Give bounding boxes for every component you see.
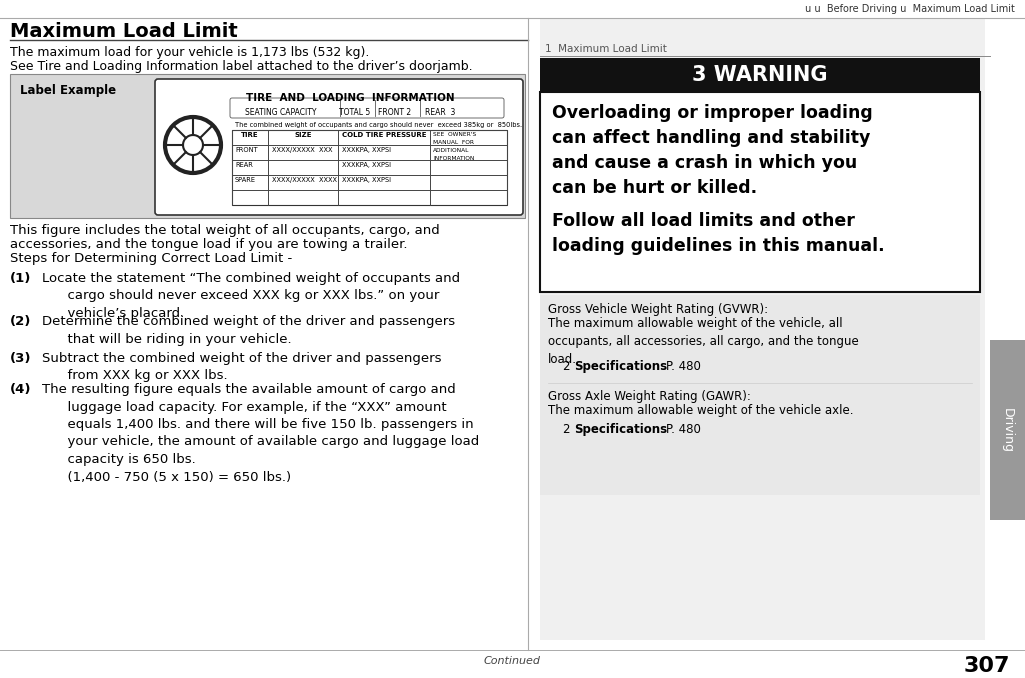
Text: SIZE: SIZE <box>294 132 312 138</box>
Text: (1): (1) <box>10 272 32 285</box>
Text: SEATING CAPACITY: SEATING CAPACITY <box>245 108 317 117</box>
Text: 1  Maximum Load Limit: 1 Maximum Load Limit <box>545 44 667 54</box>
Text: 307: 307 <box>964 656 1010 676</box>
Text: P. 480: P. 480 <box>666 423 701 436</box>
FancyBboxPatch shape <box>230 98 504 118</box>
Text: Specifications: Specifications <box>574 360 667 373</box>
Text: FRONT 2: FRONT 2 <box>378 108 412 117</box>
Bar <box>540 92 980 292</box>
Text: Driving: Driving <box>1000 407 1014 452</box>
FancyBboxPatch shape <box>155 79 523 215</box>
Text: REAR  3: REAR 3 <box>424 108 455 117</box>
Text: SEE  OWNER'S: SEE OWNER'S <box>433 132 477 137</box>
Text: 2: 2 <box>562 360 570 373</box>
Text: Locate the statement “The combined weight of occupants and
      cargo should ne: Locate the statement “The combined weigh… <box>42 272 460 320</box>
Text: TOTAL 5: TOTAL 5 <box>339 108 371 117</box>
Text: XXXKPA, XXPSI: XXXKPA, XXPSI <box>342 177 391 183</box>
Text: See Tire and Loading Information label attached to the driver’s doorjamb.: See Tire and Loading Information label a… <box>10 60 473 73</box>
Text: Overloading or improper loading
can affect handling and stability
and cause a cr: Overloading or improper loading can affe… <box>552 104 872 197</box>
Bar <box>10 74 525 218</box>
Text: Follow all load limits and other
loading guidelines in this manual.: Follow all load limits and other loading… <box>552 212 885 255</box>
Text: accessories, and the tongue load if you are towing a trailer.: accessories, and the tongue load if you … <box>10 238 408 251</box>
Text: REAR: REAR <box>235 162 253 168</box>
Text: Label Example: Label Example <box>20 84 116 97</box>
Text: Maximum Load Limit: Maximum Load Limit <box>10 22 238 41</box>
Text: FRONT: FRONT <box>235 147 257 153</box>
Text: The maximum load for your vehicle is 1,173 lbs (532 kg).: The maximum load for your vehicle is 1,1… <box>10 46 369 59</box>
Text: XXXKPA, XXPSI: XXXKPA, XXPSI <box>342 162 391 168</box>
Text: Gross Axle Weight Rating (GAWR):: Gross Axle Weight Rating (GAWR): <box>548 390 751 403</box>
Text: XXXX/XXXXX  XXXX: XXXX/XXXXX XXXX <box>272 177 337 183</box>
Text: MANUAL  FOR: MANUAL FOR <box>433 140 474 145</box>
Text: INFORMATION: INFORMATION <box>433 156 475 161</box>
Text: (2): (2) <box>10 315 32 328</box>
Text: Continued: Continued <box>484 656 540 666</box>
Text: ADDITIONAL: ADDITIONAL <box>433 148 469 153</box>
Text: The maximum allowable weight of the vehicle, all
occupants, all accessories, all: The maximum allowable weight of the vehi… <box>548 317 859 366</box>
Text: u u  Before Driving u  Maximum Load Limit: u u Before Driving u Maximum Load Limit <box>805 4 1015 14</box>
Text: This figure includes the total weight of all occupants, cargo, and: This figure includes the total weight of… <box>10 224 440 237</box>
Text: XXXX/XXXXX  XXX: XXXX/XXXXX XXX <box>272 147 332 153</box>
Text: Gross Vehicle Weight Rating (GVWR):: Gross Vehicle Weight Rating (GVWR): <box>548 303 768 316</box>
Text: XXXKPA, XXPSI: XXXKPA, XXPSI <box>342 147 391 153</box>
Text: 2: 2 <box>562 423 570 436</box>
Text: (3): (3) <box>10 352 32 365</box>
Text: (4): (4) <box>10 383 32 396</box>
Text: The resulting figure equals the available amount of cargo and
      luggage load: The resulting figure equals the availabl… <box>42 383 480 483</box>
Bar <box>540 295 980 495</box>
Text: Determine the combined weight of the driver and passengers
      that will be ri: Determine the combined weight of the dri… <box>42 315 455 346</box>
Text: TIRE  AND  LOADING  INFORMATION: TIRE AND LOADING INFORMATION <box>246 93 454 103</box>
Bar <box>232 130 507 205</box>
Text: The combined weight of occupants and cargo should never  exceed 385kg or  850lbs: The combined weight of occupants and car… <box>235 122 522 128</box>
Text: Subtract the combined weight of the driver and passengers
      from XXX kg or X: Subtract the combined weight of the driv… <box>42 352 442 382</box>
Bar <box>540 18 985 640</box>
Text: Steps for Determining Correct Load Limit -: Steps for Determining Correct Load Limit… <box>10 252 292 265</box>
Bar <box>540 58 980 92</box>
Text: SPARE: SPARE <box>235 177 256 183</box>
Text: P. 480: P. 480 <box>666 360 701 373</box>
Text: COLD TIRE PRESSURE: COLD TIRE PRESSURE <box>341 132 426 138</box>
Text: The maximum allowable weight of the vehicle axle.: The maximum allowable weight of the vehi… <box>548 404 854 417</box>
Bar <box>990 340 1025 520</box>
Text: Specifications: Specifications <box>574 423 667 436</box>
Text: 3 WARNING: 3 WARNING <box>692 65 828 85</box>
Text: TIRE: TIRE <box>241 132 258 138</box>
